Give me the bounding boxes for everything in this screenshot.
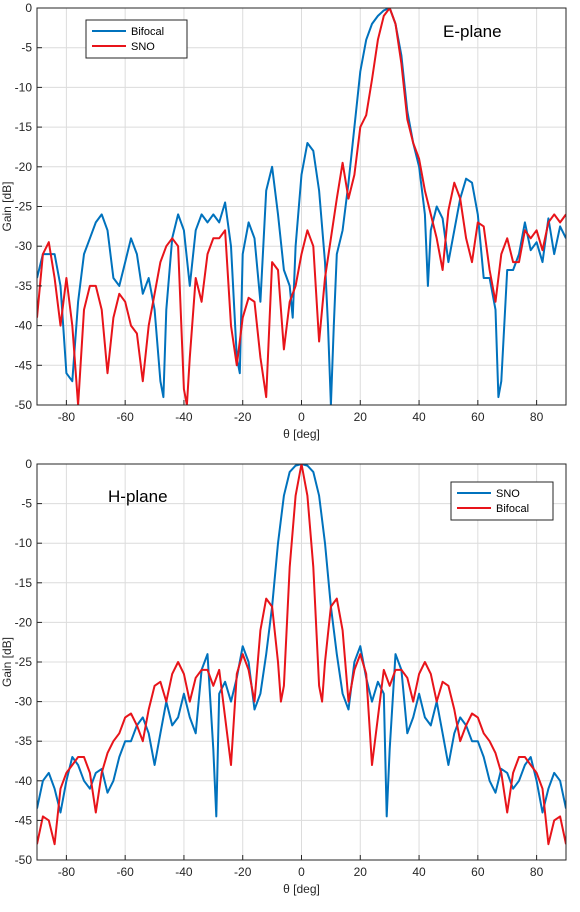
e-plane-y-tick-label: -15 (15, 120, 33, 134)
h-plane-y-axis-label: Gain [dB] (0, 637, 14, 687)
e-plane-panel: -80 -60 -40 -20 0 20 40 60 80 0 -5 -10 -15 -20 -25 -30 -… (0, 1, 566, 441)
h-plane-x-tick-label: -80 (58, 865, 76, 879)
e-plane-legend-label-bifocal: Bifocal (131, 26, 164, 38)
e-plane-y-tick-label: -35 (15, 279, 33, 293)
e-plane-y-tick-label: -5 (21, 41, 32, 55)
e-plane-x-tick-label: 20 (354, 410, 368, 424)
h-plane-legend-label-bifocal: Bifocal (496, 503, 529, 515)
e-plane-x-tick-label: -20 (234, 410, 252, 424)
h-plane-y-tick-label: -35 (15, 734, 33, 748)
h-plane-y-tick-label: -45 (15, 813, 33, 827)
e-plane-x-tick-label: -40 (175, 410, 193, 424)
h-plane-y-tick-label: 0 (25, 457, 32, 471)
h-plane-x-tick-label: -20 (234, 865, 252, 879)
h-plane-x-tick-label: 40 (412, 865, 426, 879)
e-plane-annotation: E-plane (443, 22, 502, 41)
h-plane-x-tick-label: 0 (298, 865, 305, 879)
h-plane-annotation: H-plane (108, 487, 168, 506)
h-plane-y-tick-label: -30 (15, 695, 33, 709)
e-plane-x-axis-label: θ [deg] (283, 427, 320, 441)
e-plane-x-tick-label: 40 (412, 410, 426, 424)
e-plane-tick-labels: -80 -60 -40 -20 0 20 40 60 80 0 -5 -10 -15 -20 -25 -30 -… (15, 1, 544, 424)
h-plane-legend: SNO Bifocal (451, 482, 553, 520)
h-plane-y-tick-label: -15 (15, 576, 33, 590)
h-plane-x-tick-label: 20 (354, 865, 368, 879)
h-plane-y-tick-label: -5 (21, 497, 32, 511)
h-plane-y-tick-label: -10 (15, 536, 33, 550)
e-plane-legend-label-sno: SNO (131, 41, 155, 53)
e-plane-y-tick-label: -10 (15, 80, 33, 94)
h-plane-y-tick-label: -25 (15, 655, 33, 669)
h-plane-legend-label-sno: SNO (496, 488, 520, 500)
e-plane-x-tick-label: 0 (298, 410, 305, 424)
h-plane-x-tick-label: -40 (175, 865, 193, 879)
h-plane-y-tick-label: -50 (15, 853, 33, 867)
h-plane-x-tick-label: 60 (471, 865, 485, 879)
h-plane-x-tick-label: -60 (116, 865, 134, 879)
e-plane-y-tick-label: 0 (25, 1, 32, 15)
e-plane-y-tick-label: -40 (15, 319, 33, 333)
h-plane-x-tick-label: 80 (530, 865, 544, 879)
e-plane-x-tick-label: 60 (471, 410, 485, 424)
h-plane-x-axis-label: θ [deg] (283, 882, 320, 896)
e-plane-y-tick-label: -25 (15, 200, 33, 214)
e-plane-x-tick-label: -80 (58, 410, 76, 424)
e-plane-y-tick-label: -30 (15, 239, 33, 253)
e-plane-y-axis-label: Gain [dB] (0, 181, 14, 231)
e-plane-y-tick-label: -20 (15, 160, 33, 174)
e-plane-y-tick-label: -45 (15, 358, 33, 372)
h-plane-y-tick-label: -40 (15, 774, 33, 788)
h-plane-gridlines (37, 464, 566, 860)
e-plane-x-tick-label: 80 (530, 410, 544, 424)
h-plane-panel: -80 -60 -40 -20 0 20 40 60 80 0 -5 -10 -15 -20 -25 -30 -… (0, 457, 566, 896)
e-plane-gridlines (37, 8, 566, 405)
h-plane-y-tick-label: -20 (15, 615, 33, 629)
e-plane-x-tick-label: -60 (116, 410, 134, 424)
e-plane-legend: Bifocal SNO (86, 20, 187, 58)
e-plane-y-tick-label: -50 (15, 398, 33, 412)
